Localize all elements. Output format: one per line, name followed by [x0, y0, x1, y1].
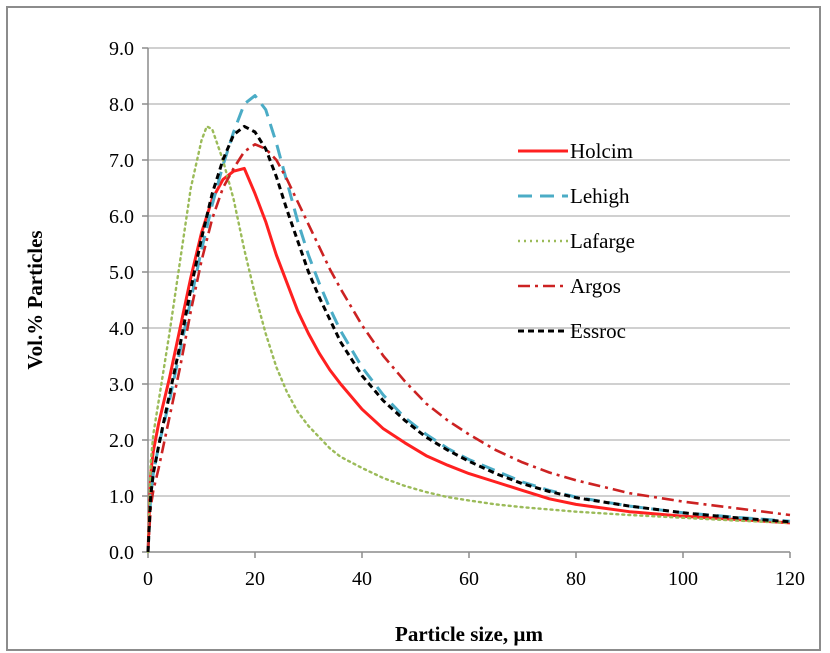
grid-layer [148, 47, 790, 497]
y-tick-label: 9.0 [109, 38, 134, 60]
series-line-lafarge [146, 125, 792, 554]
legend-layer: Holcim Lehigh Lafarge Argos Essroc [518, 139, 635, 343]
legend-label-argos: Argos [570, 274, 621, 298]
x-tick-label: 20 [245, 568, 265, 590]
y-tick-label: 8.0 [109, 94, 134, 116]
legend-label-lafarge: Lafarge [570, 229, 635, 253]
y-tick-label: 3.0 [109, 374, 134, 396]
x-axis-title: Particle size, µm [395, 622, 543, 646]
series-layer [146, 94, 792, 554]
x-tick-label: 100 [668, 568, 698, 590]
legend-label-essroc: Essroc [570, 319, 626, 343]
chart-frame: 0.0 1.0 2.0 3.0 4.0 5.0 6.0 7.0 8.0 9.0 0 20 40 60 80 1… [6, 6, 821, 651]
legend-label-lehigh: Lehigh [570, 184, 630, 208]
series-line-argos [146, 143, 791, 553]
series-line-essroc [146, 124, 791, 553]
series-line-lehigh [146, 94, 791, 553]
chart-svg: 0.0 1.0 2.0 3.0 4.0 5.0 6.0 7.0 8.0 9.0 0 20 40 60 80 1… [23, 38, 805, 646]
series-line-holcim [146, 166, 791, 553]
y-axis-title: Vol.% Particles [23, 230, 47, 369]
axes-layer: 0.0 1.0 2.0 3.0 4.0 5.0 6.0 7.0 8.0 9.0 0 20 40 60 80 1… [109, 38, 805, 590]
y-tick-label: 1.0 [109, 486, 134, 508]
y-tick-label: 2.0 [109, 430, 134, 452]
x-tick-label: 120 [775, 568, 805, 590]
x-tick-label: 40 [352, 568, 372, 590]
x-tick-label: 80 [566, 568, 586, 590]
y-tick-label: 4.0 [109, 318, 134, 340]
y-tick-label: 0.0 [109, 542, 134, 564]
x-tick-label: 0 [143, 568, 153, 590]
y-tick-label: 5.0 [109, 262, 134, 284]
y-tick-label: 7.0 [109, 150, 134, 172]
y-tick-label: 6.0 [109, 206, 134, 228]
x-tick-label: 60 [459, 568, 479, 590]
legend-label-holcim: Holcim [570, 139, 633, 163]
